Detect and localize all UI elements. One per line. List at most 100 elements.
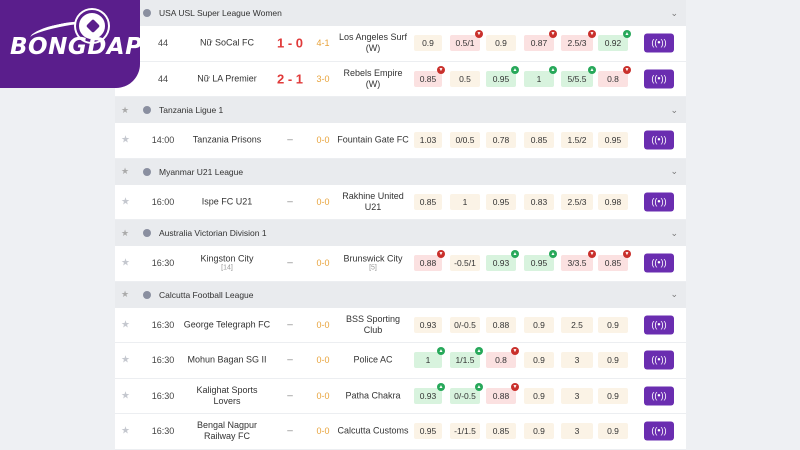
odds-cell[interactable]: -1/1.5: [450, 423, 480, 440]
home-team[interactable]: Nữ LA Premier: [183, 73, 271, 84]
star-icon[interactable]: ★: [121, 257, 130, 269]
odds-cell[interactable]: 0.8 ▼: [486, 347, 519, 369]
odds-cell[interactable]: 3/3.5 ▼: [561, 250, 596, 272]
league-header[interactable]: ★ Australia Victorian Division 1 ⌄: [115, 220, 686, 246]
odds-cell[interactable]: 2.5: [561, 316, 593, 333]
live-stream-button[interactable]: ((•)): [644, 421, 674, 441]
odds-cell[interactable]: 2.5/3: [561, 193, 593, 210]
odds-cell[interactable]: 0.95: [486, 193, 516, 210]
odds-cell[interactable]: 0.9: [524, 352, 554, 369]
away-team[interactable]: BSS Sporting Club: [337, 314, 409, 336]
odds-cell[interactable]: 0.88 ▼: [414, 250, 445, 272]
odds-cell[interactable]: 3: [561, 387, 593, 404]
star-icon[interactable]: ★: [121, 425, 130, 437]
odds-cell[interactable]: 0.85: [486, 423, 516, 440]
star-icon[interactable]: ★: [121, 354, 130, 366]
home-team[interactable]: Mohun Bagan SG II: [183, 355, 271, 366]
odds-cell[interactable]: 0.85 ▼: [598, 250, 631, 272]
odds-cell[interactable]: 1.03: [414, 132, 442, 149]
chevron-down-icon[interactable]: ⌄: [670, 227, 678, 238]
odds-cell[interactable]: 0.5/1 ▼: [450, 30, 483, 52]
odds-cell[interactable]: 0.9: [598, 387, 628, 404]
away-team[interactable]: Los Angeles Surf (W): [337, 32, 409, 54]
odds-cell[interactable]: 0.88 ▼: [486, 382, 519, 404]
away-team[interactable]: Patha Chakra: [337, 390, 409, 401]
odds-cell[interactable]: 0.85 ▼: [414, 65, 445, 87]
live-stream-button[interactable]: ((•)): [644, 33, 674, 53]
chevron-down-icon[interactable]: ⌄: [670, 104, 678, 115]
site-logo[interactable]: BONGDAPI: [0, 0, 151, 88]
star-icon[interactable]: ★: [121, 319, 130, 331]
away-team[interactable]: Fountain Gate FC: [337, 135, 409, 146]
odds-cell[interactable]: 0.5: [450, 70, 480, 87]
away-team[interactable]: Calcutta Customs: [337, 426, 409, 437]
odds-cell[interactable]: 0.93 ▲: [486, 250, 519, 272]
league-header[interactable]: ★ Tanzania Ligue 1 ⌄: [115, 97, 686, 123]
home-team[interactable]: Kalighat Sports Lovers: [183, 385, 271, 407]
odds-cell[interactable]: 1: [450, 193, 480, 210]
odds-cell[interactable]: 0.9: [598, 423, 628, 440]
match-row[interactable]: ★ 16:00 Ispe FC U21 – 0-0 Rakhine United U21 0…: [115, 184, 686, 220]
odds-cell[interactable]: 1/1.5 ▲: [450, 347, 483, 369]
odds-cell[interactable]: 0.9: [414, 35, 442, 52]
odds-cell[interactable]: 0.9: [598, 352, 628, 369]
match-row[interactable]: ★ 16:30 Mohun Bagan SG II –0-0 Police AC 1 ▲ 1/…: [115, 343, 686, 379]
league-header[interactable]: ★USA USL Super League Women⌄: [115, 0, 686, 26]
live-stream-button[interactable]: ((•)): [644, 315, 674, 335]
star-icon[interactable]: ★: [121, 227, 130, 238]
odds-cell[interactable]: 0/-0.5: [450, 316, 480, 333]
odds-cell[interactable]: 0.92 ▲: [598, 30, 631, 52]
home-team[interactable]: Kingston City [14]: [183, 254, 271, 273]
away-team[interactable]: Rebels Empire (W): [337, 68, 409, 90]
odds-cell[interactable]: 0.83: [524, 193, 554, 210]
odds-cell[interactable]: 0.95: [598, 132, 628, 149]
odds-cell[interactable]: 0.9: [598, 316, 628, 333]
live-stream-button[interactable]: ((•)): [644, 253, 674, 273]
star-icon[interactable]: ★: [121, 134, 130, 146]
live-stream-button[interactable]: ((•)): [644, 386, 674, 406]
star-icon[interactable]: ★: [121, 196, 130, 208]
away-team[interactable]: Brunswick City [5]: [337, 254, 409, 273]
odds-cell[interactable]: 3: [561, 423, 593, 440]
odds-cell[interactable]: 0.9: [524, 423, 554, 440]
odds-cell[interactable]: 0.78: [486, 132, 516, 149]
chevron-down-icon[interactable]: ⌄: [670, 166, 678, 176]
odds-cell[interactable]: 0.8 ▼: [598, 65, 631, 87]
chevron-down-icon[interactable]: ⌄: [670, 7, 678, 18]
home-team[interactable]: Tanzania Prisons: [183, 135, 271, 146]
odds-cell[interactable]: 0.95: [414, 423, 442, 440]
home-team[interactable]: Bengal Nagpur Railway FC: [183, 420, 271, 442]
star-icon[interactable]: ★: [121, 104, 130, 115]
away-team[interactable]: Rakhine United U21: [337, 191, 409, 213]
star-icon[interactable]: ★: [121, 289, 130, 299]
live-stream-button[interactable]: ((•)): [644, 192, 674, 212]
live-stream-button[interactable]: ((•)): [644, 69, 674, 89]
odds-cell[interactable]: 5/5.5 ▲: [561, 65, 596, 87]
away-team[interactable]: Police AC: [337, 355, 409, 366]
chevron-down-icon[interactable]: ⌄: [670, 289, 678, 299]
match-row[interactable]: ★ 16:30 Bengal Nagpur Railway FC – 0-0 Calcut…: [115, 414, 686, 450]
odds-cell[interactable]: 0.85: [524, 132, 554, 149]
odds-cell[interactable]: 0.95 ▲: [524, 250, 557, 272]
odds-cell[interactable]: 0.93 ▲: [414, 382, 445, 404]
live-stream-button[interactable]: ((•)): [644, 350, 674, 370]
odds-cell[interactable]: 1 ▲: [524, 65, 557, 87]
odds-cell[interactable]: 0.9: [524, 387, 554, 404]
match-row[interactable]: ★ 16:30 Kingston City [14] – 0-0 Brunswick Cit…: [115, 246, 686, 282]
odds-cell[interactable]: 0.98: [598, 193, 628, 210]
odds-cell[interactable]: -0.5/1: [450, 255, 480, 272]
home-team[interactable]: Nữ SoCal FC: [183, 38, 271, 49]
home-team[interactable]: George Telegraph FC: [183, 319, 271, 330]
odds-cell[interactable]: 0.93: [414, 316, 442, 333]
odds-cell[interactable]: 0.88: [486, 316, 516, 333]
league-header[interactable]: ★ Myanmar U21 League ⌄: [115, 158, 686, 185]
star-icon[interactable]: ★: [121, 390, 130, 402]
odds-cell[interactable]: 0/-0.5 ▲: [450, 382, 483, 404]
odds-cell[interactable]: 0.9: [486, 35, 516, 52]
match-row[interactable]: ★ 14:00 Tanzania Prisons – 0-0 Fountain Gate …: [115, 123, 686, 159]
match-row[interactable]: ★ 16:30 George Telegraph FC – 0-0 BSS Sportin…: [115, 307, 686, 343]
odds-cell[interactable]: 0.85: [414, 193, 442, 210]
odds-cell[interactable]: 0.95 ▲: [486, 65, 519, 87]
